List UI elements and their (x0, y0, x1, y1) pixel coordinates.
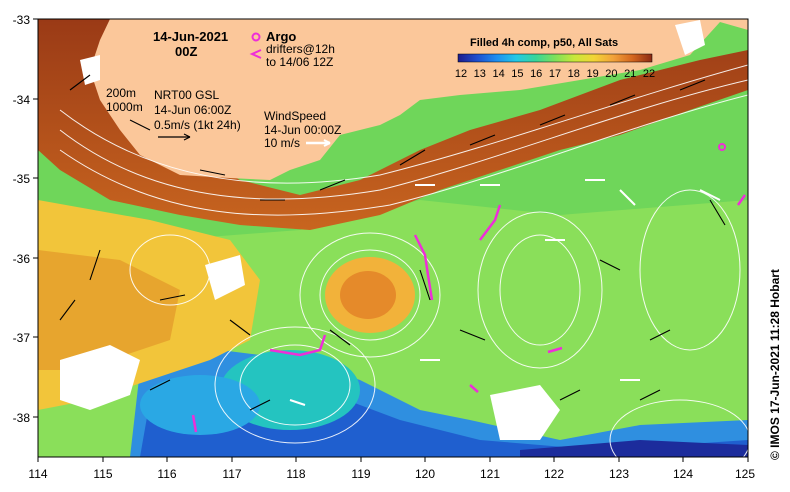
colorbar-tick-label: 21 (624, 68, 636, 80)
wind-vectors (289, 179, 721, 406)
y-tick-label: -34 (13, 93, 31, 107)
colorbar-gradient (457, 53, 653, 63)
colorbar-tick-label: 16 (530, 68, 542, 80)
isobath-200m-label: 200m (106, 86, 136, 100)
axis-ticks (33, 18, 749, 462)
drifter-legend-icon (249, 49, 262, 59)
map-date: 14-Jun-2021 (153, 29, 228, 44)
wind-time: 14-Jun 00:00Z (264, 123, 341, 137)
x-tick-label: 121 (480, 467, 500, 481)
x-tick-label: 125 (735, 467, 755, 481)
x-tick-label: 123 (609, 467, 629, 481)
x-tick-label: 114 (28, 467, 47, 481)
current-vectors (59, 74, 726, 411)
y-axis-labels: -33 -34 -35 -36 -37 -38 (13, 13, 31, 425)
x-tick-label: 118 (286, 467, 305, 481)
currents-scale: 0.5m/s (1kt 24h) (154, 118, 241, 132)
colorbar: Filled 4h comp, p50, All Sats 12 13 14 15 16… (455, 37, 655, 80)
sst-field (38, 19, 748, 457)
y-tick-label: -36 (13, 252, 31, 266)
colorbar-tick-label: 17 (549, 68, 561, 80)
colorbar-tick-label: 12 (455, 68, 467, 80)
y-tick-label: -37 (13, 331, 31, 345)
argo-float-marker (718, 143, 726, 151)
y-tick-label: -38 (13, 411, 31, 425)
y-tick-label: -35 (13, 172, 31, 186)
imos-credit: © IMOS 17-Jun-2021 11:28 Hobart (768, 269, 782, 460)
drifter-tracks (191, 194, 747, 433)
x-tick-label: 124 (673, 467, 693, 481)
drifters-line1: drifters@12h (266, 42, 335, 56)
x-tick-label: 119 (351, 467, 370, 481)
y-tick-label: -33 (13, 13, 31, 27)
x-tick-label: 117 (222, 467, 241, 481)
wind-title: WindSpeed (264, 109, 326, 123)
x-tick-label: 115 (93, 467, 112, 481)
drifters-line2: to 14/06 12Z (266, 55, 333, 69)
x-tick-label: 122 (544, 467, 564, 481)
ssh-contours (59, 64, 748, 457)
colorbar-tick-label: 18 (568, 68, 580, 80)
colorbar-tick-label: 22 (643, 68, 655, 80)
plot-frame (37, 18, 749, 458)
currents-source: NRT00 GSL (154, 88, 219, 102)
colorbar-tick-label: 13 (474, 68, 486, 80)
x-tick-label: 116 (157, 467, 176, 481)
colorbar-tick-label: 19 (586, 68, 598, 80)
currents-time: 14-Jun 06:00Z (154, 103, 231, 117)
colorbar-title: Filled 4h comp, p50, All Sats (470, 37, 618, 49)
wind-scale: 10 m/s (264, 136, 300, 150)
argo-label: Argo (266, 29, 296, 44)
colorbar-tick-label: 15 (511, 68, 523, 80)
colorbar-tick-label: 14 (492, 68, 504, 80)
x-axis-labels: 114 115 116 117 118 119 120 121 122 123 … (28, 467, 755, 481)
isobath-1000m-label: 1000m (106, 100, 143, 114)
x-tick-label: 120 (415, 467, 435, 481)
argo-legend-icon (251, 32, 261, 42)
map-time: 00Z (175, 44, 197, 59)
colorbar-tick-label: 20 (605, 68, 617, 80)
